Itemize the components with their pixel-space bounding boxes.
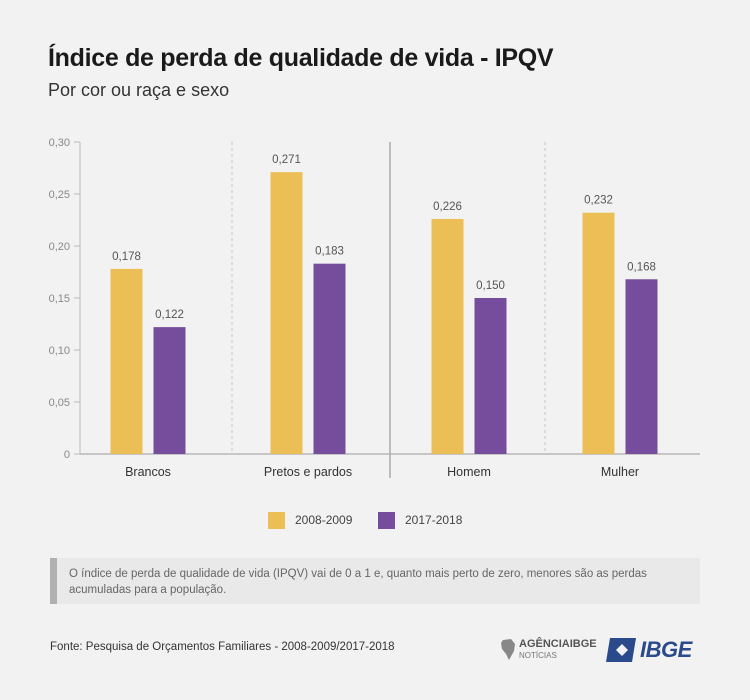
legend-item-series1: 2008-2009 [268, 511, 352, 529]
bar-series1 [582, 212, 615, 454]
note-accent-bar [50, 558, 57, 604]
data-label: 0,178 [112, 251, 141, 263]
note-text: O índice de perda de qualidade de vida (… [69, 568, 647, 596]
bar-series2 [313, 263, 346, 454]
ibge-emblem-icon [606, 638, 636, 662]
legend-item-series2: 2017-2018 [378, 511, 462, 529]
bar-series2 [153, 327, 186, 454]
legend-label-series2: 2017-2018 [405, 513, 463, 527]
category-label: Pretos e pardos [264, 465, 352, 479]
y-tick-label: 0,15 [49, 293, 70, 305]
y-tick-label: 0,20 [49, 241, 70, 253]
ibge-logo: IBGE [606, 636, 702, 664]
data-label: 0,150 [476, 280, 505, 292]
y-tick-label: 0,25 [49, 189, 70, 201]
bar-series2 [474, 298, 507, 454]
source-text: Fonte: Pesquisa de Orçamentos Familiares… [50, 641, 395, 653]
y-tick-label: 0,30 [49, 137, 70, 149]
legend-label-series1: 2008-2009 [295, 513, 353, 527]
bar-series1 [431, 218, 464, 454]
ibge-logo-text: IBGE [640, 637, 692, 662]
bar-chart: 0 0,05 0,10 0,15 0,20 0,25 0,30 0,178 0,122 Branc… [49, 137, 700, 479]
legend-swatch-series2 [378, 511, 395, 529]
data-label: 0,271 [272, 154, 301, 166]
chart-title: Índice de perda de qualidade de vida - I… [48, 44, 554, 72]
brazil-map-icon [501, 639, 515, 660]
y-tick-label: 0,10 [49, 345, 70, 357]
agencia-logo-text: AGÊNCIAIBGE [519, 638, 597, 650]
agencia-ibge-logo: AGÊNCIAIBGE NOTÍCIAS [500, 636, 600, 664]
legend-swatch-series1 [268, 511, 285, 529]
data-label: 0,168 [627, 261, 656, 273]
y-tick-label: 0 [64, 449, 70, 461]
category-label: Brancos [125, 465, 171, 479]
category-label: Mulher [601, 465, 639, 479]
bar-series1 [270, 172, 303, 454]
category-label: Homem [447, 465, 491, 479]
bar-series2 [625, 279, 658, 454]
data-label: 0,122 [155, 309, 184, 321]
bar-series1 [110, 268, 143, 454]
data-label: 0,232 [584, 195, 613, 207]
chart-subtitle: Por cor ou raça e sexo [48, 80, 230, 100]
y-tick-label: 0,05 [49, 397, 70, 409]
agencia-logo-subtext: NOTÍCIAS [519, 651, 557, 660]
note-box: O índice de perda de qualidade de vida (… [50, 558, 700, 604]
data-label: 0,226 [433, 201, 462, 213]
data-label: 0,183 [315, 246, 344, 258]
